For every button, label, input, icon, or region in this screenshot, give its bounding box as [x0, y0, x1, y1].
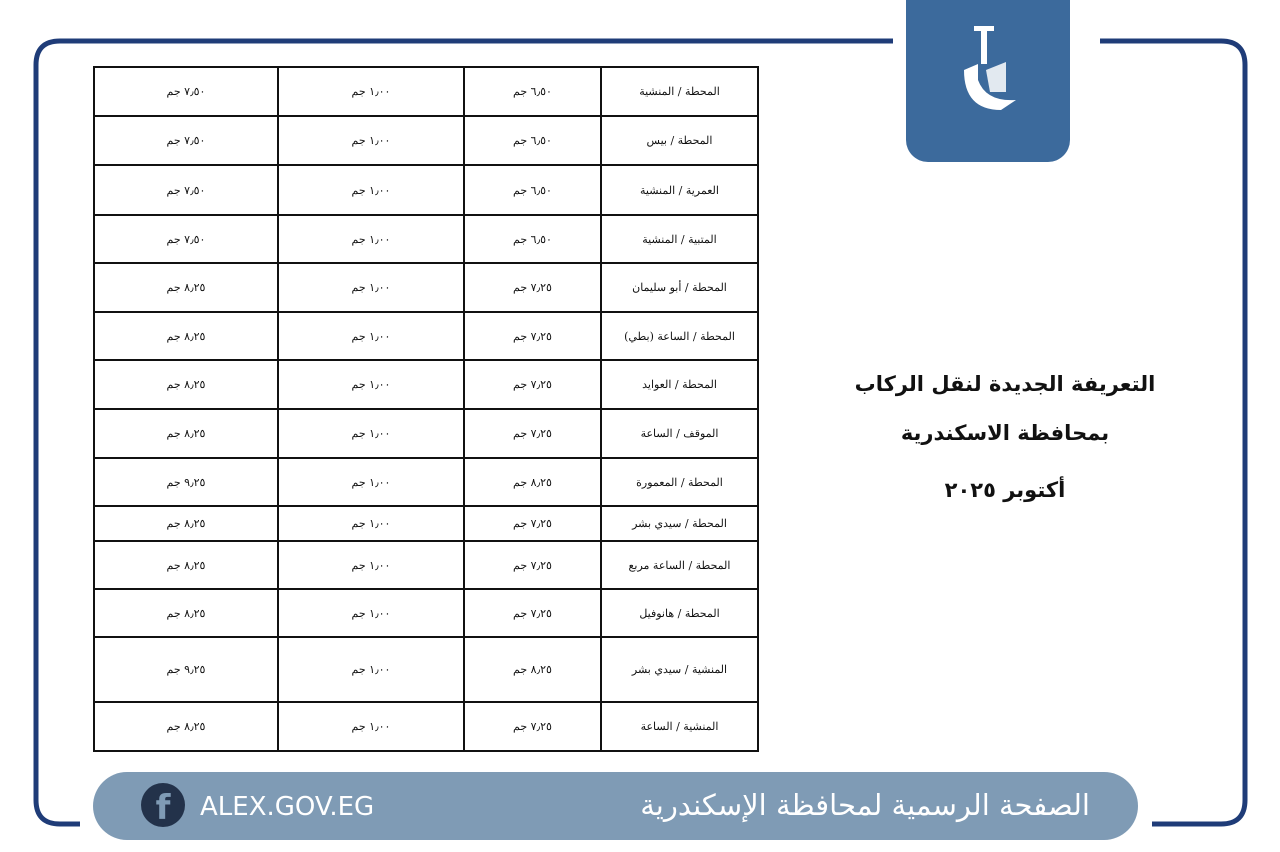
- table-row: المحطة / سيدي بشر ٧٫٢٥ جم ١٫٠٠ جم ٨٫٢٥ جم: [93, 505, 759, 542]
- extra-cell: ١٫٠٠ جم: [277, 262, 465, 313]
- table-row: المنشية / سيدي بشر ٨٫٢٥ جم ١٫٠٠ جم ٩٫٢٥ جم: [93, 636, 759, 703]
- title-line: بمحافظة الاسكندرية: [900, 421, 1110, 445]
- table-row: المحطة / بيس ٦٫٥٠ جم ١٫٠٠ جم ٧٫٥٠ جم: [93, 115, 759, 166]
- extra-cell: ١٫٠٠ جم: [277, 311, 465, 361]
- route-cell: العمرية / المنشية: [600, 164, 759, 216]
- date: أكتوبر ٢٠٢٥: [944, 478, 1066, 502]
- extra-cell: ١٫٠٠ جم: [277, 636, 465, 703]
- route-cell: المحطة / أبو سليمان: [600, 262, 759, 313]
- total-cell: ٨٫٢٥ جم: [93, 359, 279, 410]
- fare-table: المحطة / المنشية ٦٫٥٠ جم ١٫٠٠ جم ٧٫٥٠ جم الم…: [93, 66, 759, 752]
- fare-cell: ٧٫٢٥ جم: [463, 505, 602, 542]
- route-cell: المحطة / بيس: [600, 115, 759, 166]
- route-cell: الموقف / الساعة: [600, 408, 759, 459]
- fare-cell: ٧٫٢٥ جم: [463, 588, 602, 638]
- extra-cell: ١٫٠٠ جم: [277, 359, 465, 410]
- route-cell: المحطة / سيدي بشر: [600, 505, 759, 542]
- table-row: الموقف / الساعة ٧٫٢٥ جم ١٫٠٠ جم ٨٫٢٥ جم: [93, 408, 759, 459]
- extra-cell: ١٫٠٠ جم: [277, 115, 465, 166]
- table-row: المتبية / المنشية ٦٫٥٠ جم ١٫٠٠ جم ٧٫٥٠ جم: [93, 214, 759, 264]
- route-cell: المتبية / المنشية: [600, 214, 759, 264]
- fare-cell: ٧٫٢٥ جم: [463, 311, 602, 361]
- table-row: المحطة / المنشية ٦٫٥٠ جم ١٫٠٠ جم ٧٫٥٠ جم: [93, 66, 759, 117]
- extra-cell: ١٫٠٠ جم: [277, 66, 465, 117]
- total-cell: ٨٫٢٥ جم: [93, 540, 279, 590]
- total-cell: ٧٫٥٠ جم: [93, 66, 279, 117]
- total-cell: ٩٫٢٥ جم: [93, 636, 279, 703]
- route-cell: المحطة / هانوفيل: [600, 588, 759, 638]
- route-cell: المحطة / العوايد: [600, 359, 759, 410]
- fare-cell: ٧٫٢٥ جم: [463, 359, 602, 410]
- fare-cell: ٦٫٥٠ جم: [463, 115, 602, 166]
- table-row: المحطة / أبو سليمان ٧٫٢٥ جم ١٫٠٠ جم ٨٫٢٥ جم: [93, 262, 759, 313]
- fare-cell: ٨٫٢٥ جم: [463, 636, 602, 703]
- extra-cell: ١٫٠٠ جم: [277, 408, 465, 459]
- total-cell: ٨٫٢٥ جم: [93, 262, 279, 313]
- total-cell: ٧٫٥٠ جم: [93, 214, 279, 264]
- extra-cell: ١٫٠٠ جم: [277, 540, 465, 590]
- route-cell: المحطة / الساعة مربع: [600, 540, 759, 590]
- table-row: المحطة / المعمورة ٨٫٢٥ جم ١٫٠٠ جم ٩٫٢٥ جم: [93, 457, 759, 507]
- fare-cell: ٦٫٥٠ جم: [463, 66, 602, 117]
- logo: [906, 0, 1070, 162]
- extra-cell: ١٫٠٠ جم: [277, 505, 465, 542]
- total-cell: ٧٫٥٠ جم: [93, 115, 279, 166]
- fare-cell: ٧٫٢٥ جم: [463, 540, 602, 590]
- route-cell: المنشية / سيدي بشر: [600, 636, 759, 703]
- fare-cell: ٧٫٢٥ جم: [463, 701, 602, 752]
- table-row: العمرية / المنشية ٦٫٥٠ جم ١٫٠٠ جم ٧٫٥٠ جم: [93, 164, 759, 216]
- fare-cell: ٦٫٥٠ جم: [463, 164, 602, 216]
- facebook-icon[interactable]: f: [141, 783, 185, 827]
- table-row: المحطة / الساعة (بطي) ٧٫٢٥ جم ١٫٠٠ جم ٨٫٢٥ …: [93, 311, 759, 361]
- title-line: التعريفة الجديدة لنقل الركاب: [854, 372, 1156, 396]
- footer-bar: [93, 772, 1138, 840]
- extra-cell: ١٫٠٠ جم: [277, 701, 465, 752]
- frame-left: [33, 38, 893, 827]
- total-cell: ٧٫٥٠ جم: [93, 164, 279, 216]
- fare-cell: ٧٫٢٥ جم: [463, 408, 602, 459]
- extra-cell: ١٫٠٠ جم: [277, 214, 465, 264]
- route-cell: المحطة / المعمورة: [600, 457, 759, 507]
- table-row: المنشية / الساعة ٧٫٢٥ جم ١٫٠٠ جم ٨٫٢٥ جم: [93, 701, 759, 752]
- table-row: المحطة / العوايد ٧٫٢٥ جم ١٫٠٠ جم ٨٫٢٥ جم: [93, 359, 759, 410]
- extra-cell: ١٫٠٠ جم: [277, 457, 465, 507]
- fare-cell: ٦٫٥٠ جم: [463, 214, 602, 264]
- table-row: المحطة / هانوفيل ٧٫٢٥ جم ١٫٠٠ جم ٨٫٢٥ جم: [93, 588, 759, 638]
- fare-cell: ٧٫٢٥ جم: [463, 262, 602, 313]
- table-row: المحطة / الساعة مربع ٧٫٢٥ جم ١٫٠٠ جم ٨٫٢٥ ج…: [93, 540, 759, 590]
- extra-cell: ١٫٠٠ جم: [277, 164, 465, 216]
- fare-cell: ٨٫٢٥ جم: [463, 457, 602, 507]
- frame-right: [1100, 38, 1248, 827]
- page-name: الصفحة الرسمية لمحافظة الإسكندرية: [640, 788, 1090, 822]
- total-cell: ٨٫٢٥ جم: [93, 588, 279, 638]
- total-cell: ٨٫٢٥ جم: [93, 408, 279, 459]
- route-cell: المحطة / المنشية: [600, 66, 759, 117]
- total-cell: ٨٫٢٥ جم: [93, 311, 279, 361]
- extra-cell: ١٫٠٠ جم: [277, 588, 465, 638]
- total-cell: ٨٫٢٥ جم: [93, 701, 279, 752]
- route-cell: المنشية / الساعة: [600, 701, 759, 752]
- logo-icon: [964, 26, 1016, 110]
- total-cell: ٩٫٢٥ جم: [93, 457, 279, 507]
- total-cell: ٨٫٢٥ جم: [93, 505, 279, 542]
- route-cell: المحطة / الساعة (بطي): [600, 311, 759, 361]
- url[interactable]: ALEX.GOV.EG: [200, 792, 375, 822]
